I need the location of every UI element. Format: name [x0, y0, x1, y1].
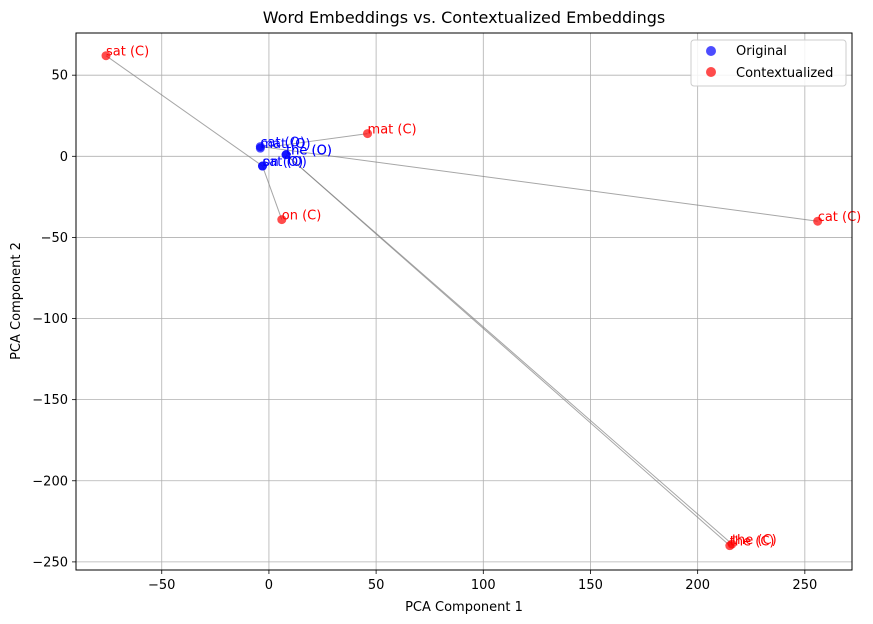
y-tick-label: −50 [41, 231, 68, 246]
point-label-contextualized: sat (C) [106, 45, 149, 60]
x-tick-label: 250 [792, 578, 817, 593]
x-axis-label: PCA Component 1 [405, 600, 523, 615]
x-tick-label: 150 [578, 578, 603, 593]
point-label-contextualized: cat (C) [818, 210, 862, 225]
legend: Original Contextualized [690, 39, 847, 87]
legend-marker-original [706, 46, 716, 56]
x-tick-label: 200 [685, 578, 710, 593]
y-tick-label: −250 [32, 555, 68, 570]
legend-entry-contextualized: Contextualized [736, 66, 833, 81]
point-labels: cat (O)mat (O)the (O)the (O)sat (O)on (O… [106, 45, 861, 550]
point-contextualized [101, 51, 111, 61]
connection-line [262, 165, 283, 220]
x-tick-label: −50 [148, 578, 175, 593]
point-label-original: sat (O) [262, 155, 306, 170]
y-tick-label: −200 [32, 474, 68, 489]
point-label-original: cat (O) [260, 136, 305, 151]
y-tick-label: 50 [51, 69, 68, 84]
chart-title: Word Embeddings vs. Contextualized Embed… [263, 8, 665, 27]
data-points [101, 51, 823, 551]
point-contextualized [727, 539, 737, 549]
point-label-contextualized: mat (C) [368, 123, 417, 138]
y-tick-label: −100 [32, 312, 68, 327]
point-original [255, 143, 265, 153]
point-label-contextualized: the (C) [730, 535, 775, 550]
y-axis-label: PCA Component 2 [9, 242, 24, 360]
point-label-contextualized: the (C) [732, 533, 777, 548]
point-contextualized [277, 215, 287, 225]
x-tick-label: 50 [368, 578, 385, 593]
legend-entry-original: Original [736, 44, 787, 59]
y-axis-ticks: 50 0 −50 −100 −150 −200 −250 [32, 69, 76, 570]
x-tick-label: 100 [471, 578, 496, 593]
point-label-original: the (O) [286, 144, 332, 159]
point-label-original: mat (O) [260, 137, 310, 152]
point-label-contextualized: on (C) [282, 209, 322, 224]
y-tick-label: 0 [60, 150, 68, 165]
y-tick-label: −150 [32, 393, 68, 408]
connection-lines [105, 55, 818, 547]
connection-line [105, 55, 263, 167]
point-original [281, 150, 291, 160]
connection-line [285, 154, 733, 545]
grid-lines [76, 33, 852, 570]
point-label-original: the (O) [286, 144, 332, 159]
legend-box [690, 39, 847, 87]
point-contextualized [363, 129, 373, 139]
legend-marker-contextualized [706, 67, 716, 77]
plot-frame [75, 32, 853, 571]
point-contextualized [813, 216, 823, 226]
point-original [257, 161, 267, 171]
point-label-original: on (O) [262, 155, 303, 170]
connection-line [260, 133, 368, 149]
x-tick-label: 0 [265, 578, 273, 593]
connection-line [260, 146, 818, 222]
x-axis-ticks: −50 0 50 100 150 200 250 [148, 570, 817, 593]
